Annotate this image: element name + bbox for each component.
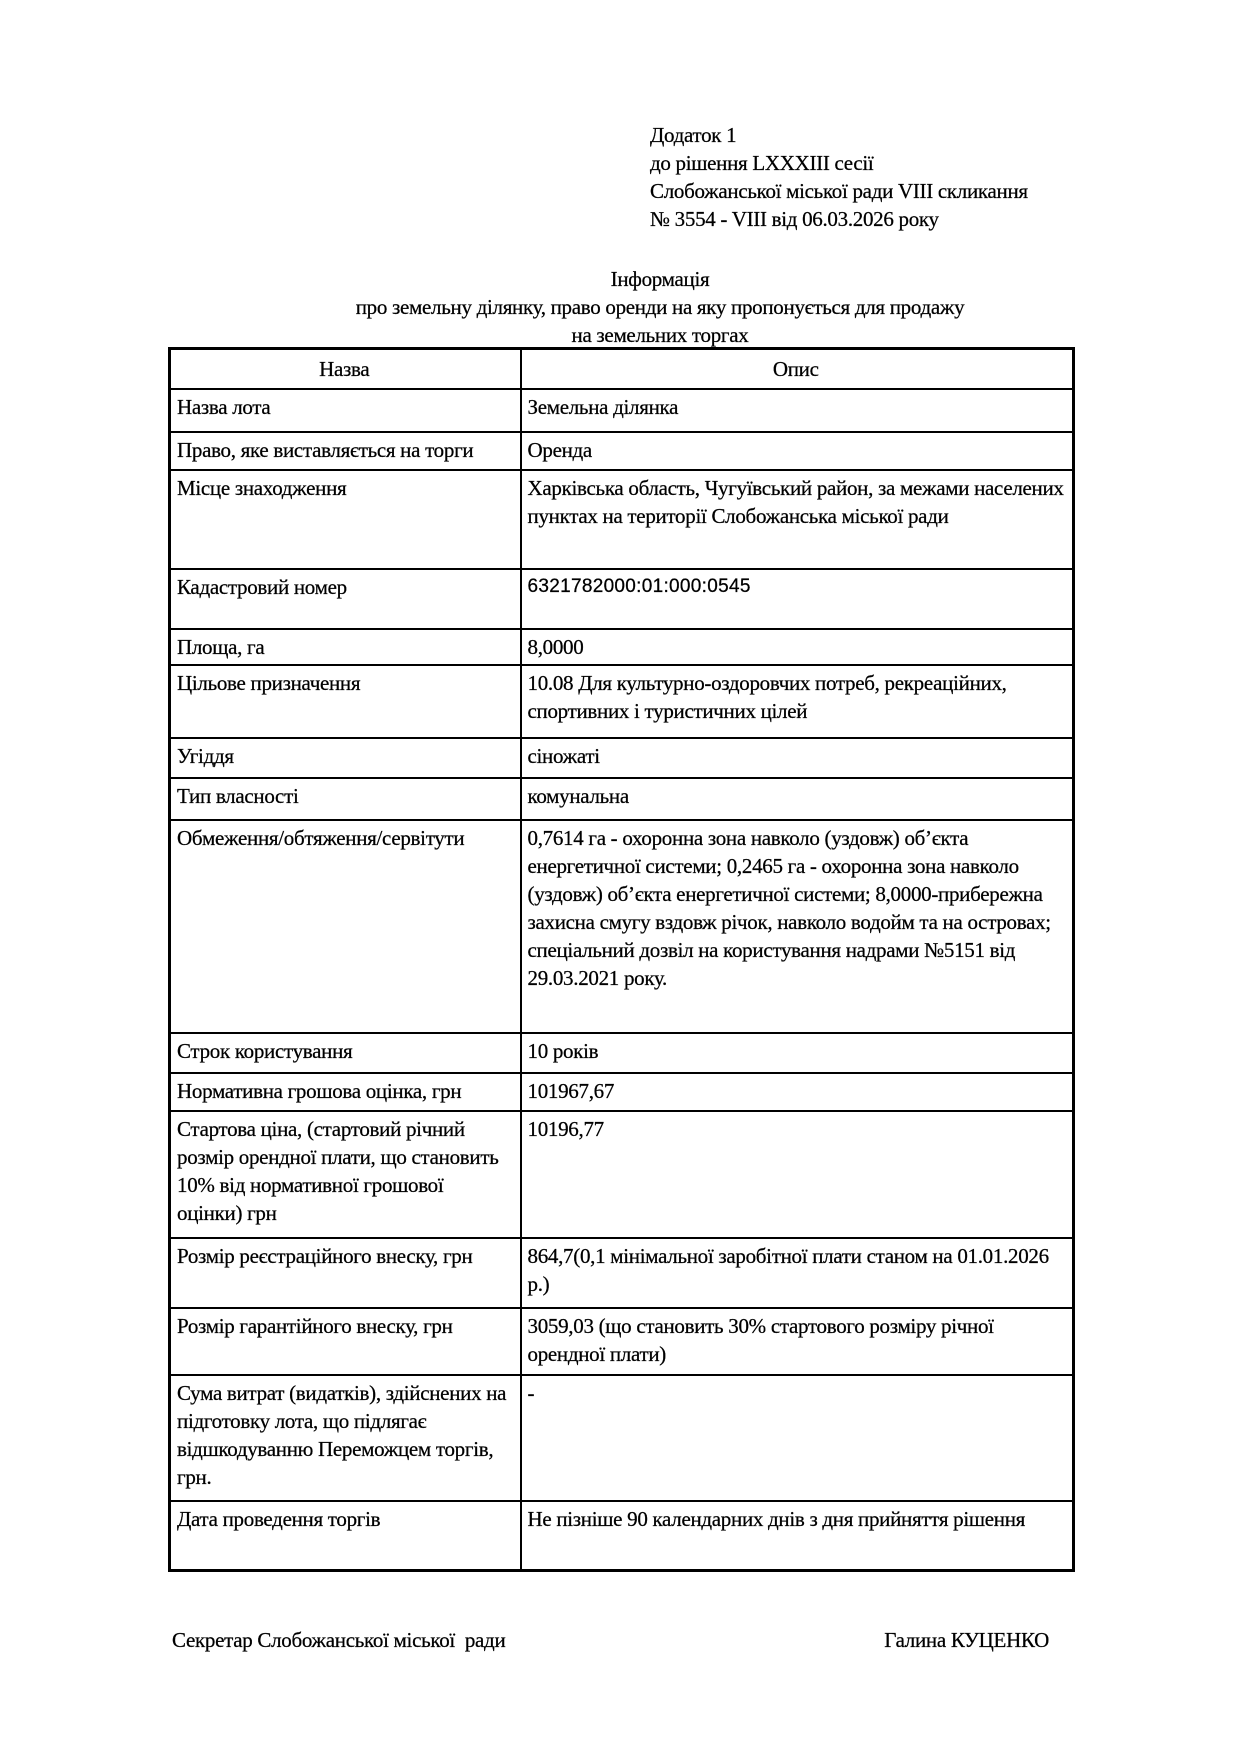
header-description-cell: Опис [519,347,1075,390]
land-plot-info-table: Назва Опис Назва лота Земельна ділянка П… [168,347,1075,1572]
row-value-cell-cadastral-number: 6321782000:01:000:0545 [519,567,1075,630]
table-row: Стартова ціна, (стартовий річний розмір … [168,1109,1075,1239]
signatory-name: Галина КУЦЕНКО [884,1628,1049,1652]
table-row: Тип власності комунальна [168,776,1075,821]
row-name-cell: Розмір реєстраційного внеску, грн [168,1236,522,1309]
annex-line: № 3554 - VIII від 06.03.2026 року [650,207,939,231]
annex-line: Слобожанської міської ради VIII скликанн… [650,179,1028,203]
table-header-row: Назва Опис [168,347,1075,390]
row-name-cell: Назва лота [168,387,522,433]
row-value-cell: сіножаті [519,736,1075,779]
title-line-1: Інформація [610,267,710,291]
table-row: Дата проведення торгів Не пізніше 90 кал… [168,1499,1075,1572]
annex-line: до рішення LXXXIII сесії [650,151,874,175]
table-row: Розмір гарантійного внеску, грн 3059,03 … [168,1306,1075,1376]
row-value-cell: 10 років [519,1031,1075,1074]
table-row: Площа, га 8,0000 [168,627,1075,666]
row-name-cell: Нормативна грошова оцінка, грн [168,1071,522,1112]
table-row: Кадастровий номер 6321782000:01:000:0545 [168,567,1075,630]
row-name-cell: Розмір гарантійного внеску, грн [168,1306,522,1376]
document-title: Інформація про земельну ділянку, право о… [270,265,1050,349]
header-name-cell: Назва [168,347,522,390]
signature-block: Секретар Слобожанської міської ради Гали… [172,1626,1050,1654]
row-value-cell: Харківська область, Чугуївський район, з… [519,468,1075,570]
row-value-cell: Не пізніше 90 календарних днів з дня при… [519,1499,1075,1572]
table-row: Сума витрат (видатків), здійснених на пі… [168,1373,1075,1502]
row-name-cell: Обмеження/обтяження/сервітути [168,818,522,1034]
row-name-cell: Тип власності [168,776,522,821]
row-name-cell: Право, яке виставляється на торги [168,430,522,471]
annex-line: Додаток 1 [650,123,737,147]
row-name-cell: Дата проведення торгів [168,1499,522,1572]
row-name-cell: Цільове призначення [168,663,522,739]
row-value-cell: 10.08 Для культурно-оздоровчих потреб, р… [519,663,1075,739]
row-name-cell: Місце знаходження [168,468,522,570]
table-row: Строк користування 10 років [168,1031,1075,1074]
table-row: Розмір реєстраційного внеску, грн 864,7(… [168,1236,1075,1309]
row-value-cell: 101967,67 [519,1071,1075,1112]
row-value-cell: 0,7614 га - охоронна зона навколо (уздов… [519,818,1075,1034]
table-row: Цільове призначення 10.08 Для культурно-… [168,663,1075,739]
row-value-cell: 8,0000 [519,627,1075,666]
row-value-cell: комунальна [519,776,1075,821]
table-row: Право, яке виставляється на торги Оренда [168,430,1075,471]
annex-reference: Додаток 1 до рішення LXXXIII сесії Слобо… [650,121,1130,233]
table-row: Місце знаходження Харківська область, Чу… [168,468,1075,570]
row-value-cell: Оренда [519,430,1075,471]
row-value-cell: 3059,03 (що становить 30% стартового роз… [519,1306,1075,1376]
row-name-cell: Кадастровий номер [168,567,522,630]
row-name-cell: Стартова ціна, (стартовий річний розмір … [168,1109,522,1239]
table-row: Назва лота Земельна ділянка [168,387,1075,433]
row-value-cell: Земельна ділянка [519,387,1075,433]
row-value-cell: 864,7(0,1 мінімальної заробітної плати с… [519,1236,1075,1309]
row-name-cell: Площа, га [168,627,522,666]
row-value-cell: 10196,77 [519,1109,1075,1239]
table-row: Обмеження/обтяження/сервітути 0,7614 га … [168,818,1075,1034]
row-name-cell: Сума витрат (видатків), здійснених на пі… [168,1373,522,1502]
row-value-cell: - [519,1373,1075,1502]
row-name-cell: Угіддя [168,736,522,779]
signatory-title: Секретар Слобожанської міської ради [172,1628,506,1652]
table-row: Угіддя сіножаті [168,736,1075,779]
table-row: Нормативна грошова оцінка, грн 101967,67 [168,1071,1075,1112]
row-name-cell: Строк користування [168,1031,522,1074]
title-line-3: на земельних торгах [571,323,749,347]
title-line-2: про земельну ділянку, право оренди на як… [355,295,965,319]
